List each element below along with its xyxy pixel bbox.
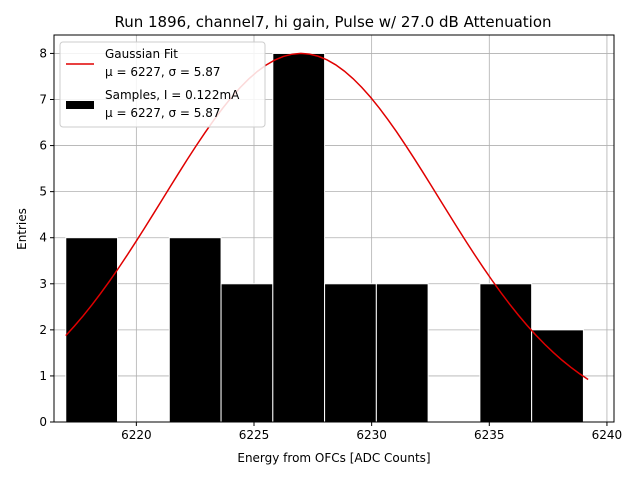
- histogram-bar: [324, 283, 377, 423]
- x-tick-label: 6240: [592, 428, 623, 442]
- y-tick-label: 7: [39, 93, 47, 107]
- x-tick-label: 6230: [356, 428, 387, 442]
- y-tick-label: 6: [39, 139, 47, 153]
- y-axis-ticks: 0 1 2 3 4 5 6 7 8: [39, 46, 54, 429]
- histogram-bar: [65, 237, 119, 423]
- legend-samples-swatch: [66, 101, 94, 109]
- gaussian-fit: [65, 52, 589, 381]
- plot-frame: [53, 34, 615, 423]
- y-tick-label: 5: [39, 185, 47, 199]
- x-tick-label: 6225: [239, 428, 270, 442]
- fit-curve: [65, 52, 589, 381]
- chart-title: Run 1896, channel7, hi gain, Pulse w/ 27…: [114, 13, 551, 31]
- y-tick-label: 2: [39, 323, 47, 337]
- y-tick-label: 8: [39, 46, 47, 60]
- legend-samples-stats: μ = 6227, σ = 5.87: [105, 106, 221, 120]
- histogram-bars: [65, 52, 584, 423]
- histogram-bar: [479, 283, 533, 423]
- y-tick-label: 4: [39, 231, 47, 245]
- histogram-bar: [220, 283, 274, 423]
- legend-fit-label: Gaussian Fit: [105, 47, 178, 61]
- x-axis-ticks: 6220 6225 6230 6235 6240: [121, 422, 622, 442]
- x-tick-label: 6235: [474, 428, 505, 442]
- x-axis-label: Energy from OFCs [ADC Counts]: [237, 451, 430, 465]
- histogram-bar: [375, 283, 429, 423]
- legend: Gaussian Fit μ = 6227, σ = 5.87 Samples,…: [59, 41, 266, 128]
- y-tick-label: 3: [39, 277, 47, 291]
- x-tick-label: 6220: [121, 428, 152, 442]
- histogram-bar: [168, 237, 222, 423]
- y-axis-label: Entries: [15, 208, 29, 250]
- legend-fit-stats: μ = 6227, σ = 5.87: [105, 65, 221, 79]
- legend-box: [59, 41, 266, 128]
- legend-samples-label: Samples, I = 0.122mA: [105, 88, 240, 102]
- histogram-bar: [531, 329, 584, 423]
- y-tick-label: 0: [39, 415, 47, 429]
- histogram-bar: [272, 52, 326, 423]
- y-tick-label: 1: [39, 369, 47, 383]
